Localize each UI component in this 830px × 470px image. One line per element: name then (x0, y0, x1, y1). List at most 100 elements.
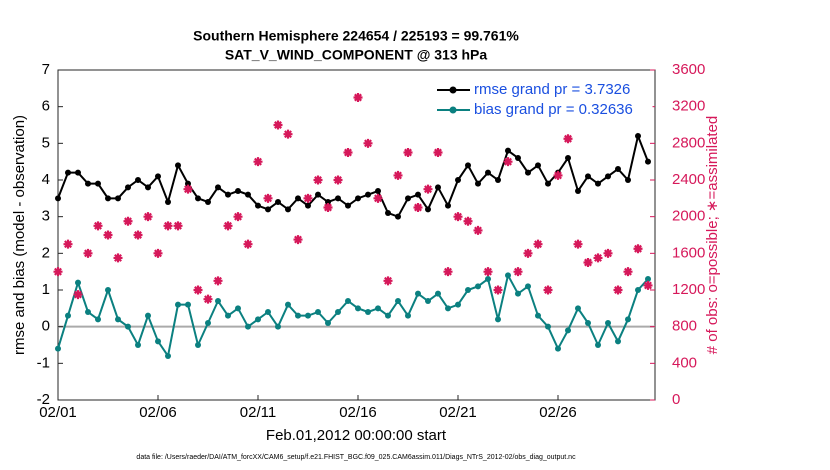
series-marker (65, 312, 71, 319)
y-tick-label: 0 (42, 318, 50, 335)
y-tick-label: 4 (42, 171, 50, 188)
obs-marker (273, 120, 283, 130)
series-marker (145, 184, 151, 191)
obs-marker (73, 290, 83, 300)
obs-marker (563, 134, 573, 144)
series-marker (335, 195, 341, 202)
series-marker (135, 342, 141, 348)
obs-marker (383, 276, 393, 286)
x-tick-label: 02/26 (539, 404, 577, 421)
x-tick-label: 02/21 (439, 404, 477, 421)
series-marker (595, 180, 601, 187)
series-marker (275, 199, 281, 205)
series-marker (155, 338, 161, 345)
series-marker (485, 169, 491, 176)
obs-marker (443, 267, 453, 277)
x-axis-label: Feb.01,2012 00:00:00 start (266, 427, 447, 444)
series-marker (215, 298, 221, 304)
series-marker (245, 323, 251, 330)
series-marker (495, 177, 501, 183)
series-marker (415, 191, 421, 198)
series-marker (535, 162, 541, 169)
series-marker (365, 309, 371, 315)
series-marker (605, 173, 611, 180)
obs-marker (203, 294, 213, 304)
obs-marker (403, 148, 413, 157)
obs-marker (303, 193, 313, 203)
series-marker (425, 206, 431, 213)
obs-marker (343, 148, 353, 157)
series-marker (575, 188, 581, 194)
series-line (57, 272, 649, 359)
series-marker (345, 298, 351, 304)
obs-marker (553, 170, 563, 180)
series-marker (75, 169, 81, 176)
obs-marker (483, 267, 493, 277)
obs-marker (153, 248, 163, 258)
series-marker (355, 305, 361, 312)
y2-tick-label: 3600 (672, 61, 705, 78)
series-marker (95, 316, 101, 323)
series-marker (645, 276, 651, 282)
series-marker (325, 320, 331, 326)
series-marker (615, 338, 621, 345)
series-marker (555, 345, 561, 352)
series-marker (125, 323, 131, 330)
y2-tick-label: 800 (672, 318, 697, 335)
legend-marker (449, 106, 457, 114)
series-marker (195, 342, 201, 348)
obs-marker (223, 221, 233, 231)
y-tick-label: 6 (42, 98, 50, 115)
obs-marker (243, 239, 253, 249)
obs-marker (473, 225, 483, 235)
obs-marker (83, 248, 93, 258)
series-marker (545, 323, 551, 330)
x-tick-label: 02/06 (139, 404, 177, 421)
series-marker (285, 301, 291, 308)
series-marker (315, 191, 321, 198)
y2-tick-label: 2000 (672, 208, 705, 225)
obs-marker (363, 138, 373, 148)
y-tick-label: 1 (42, 281, 50, 298)
series-marker (305, 312, 311, 319)
series-marker (325, 199, 331, 205)
series-marker (175, 162, 181, 169)
y-tick-label: 2 (42, 244, 50, 261)
obs-marker (493, 285, 503, 295)
series-marker (455, 177, 461, 183)
series-marker (335, 309, 341, 315)
obs-marker (373, 193, 383, 203)
x-tick-label: 02/16 (339, 404, 377, 421)
series-marker (565, 155, 571, 161)
obs-marker (333, 175, 343, 185)
y-axis-label: rmse and bias (model - observation) (11, 115, 28, 355)
series-marker (105, 195, 111, 202)
obs-marker (183, 184, 193, 194)
obs-marker (213, 276, 223, 286)
series-marker (225, 191, 231, 198)
obs-marker (613, 285, 623, 295)
series-marker (85, 180, 91, 187)
obs-marker (263, 193, 273, 203)
series-marker (545, 180, 551, 187)
series-marker (115, 316, 121, 323)
series-marker (355, 195, 361, 202)
y-tick-label: 7 (42, 61, 50, 78)
series-marker (405, 195, 411, 202)
series-marker (195, 195, 201, 202)
series-marker (165, 353, 171, 359)
legend: rmse grand pr = 3.7326 bias grand pr = 0.… (431, 77, 653, 125)
obs-marker (173, 221, 183, 231)
obs-marker (633, 244, 643, 254)
series-marker (375, 305, 381, 312)
series-marker (255, 202, 261, 209)
obs-marker (623, 267, 633, 277)
obs-marker (253, 157, 263, 167)
series-marker (295, 195, 301, 202)
series-marker (305, 202, 311, 209)
series-marker (605, 320, 611, 326)
series-marker (65, 169, 71, 176)
series-marker (615, 166, 621, 172)
y-tick-label: 5 (42, 134, 50, 151)
series-marker (135, 177, 141, 183)
